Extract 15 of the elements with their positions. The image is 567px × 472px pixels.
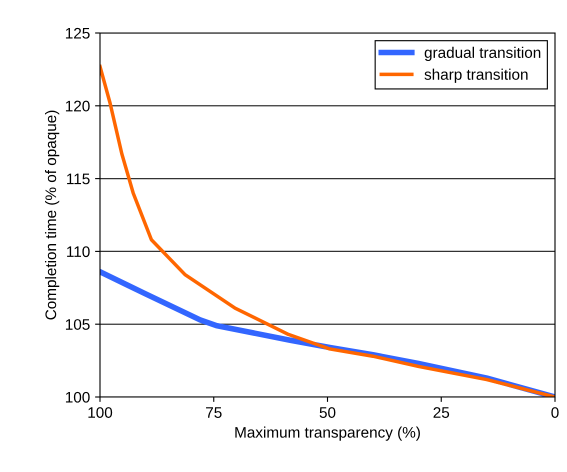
x-tick-label: 100: [88, 407, 112, 418]
y-axis-title: Completion time (% of opaque): [44, 110, 60, 320]
legend-label: sharp transition: [424, 68, 528, 83]
x-tick-label: 75: [206, 407, 222, 418]
x-tick-label: 0: [551, 407, 559, 418]
x-axis-title: Maximum transparency (%): [235, 426, 420, 441]
y-tick-label: 115: [67, 174, 90, 184]
legend-label: gradual transition: [424, 46, 540, 61]
y-tick-label: 100: [66, 392, 90, 403]
x-tick-label: 25: [434, 407, 450, 418]
x-tick-label: 50: [320, 407, 336, 418]
y-tick-label: 110: [67, 246, 90, 258]
y-tick-label: 105: [66, 319, 90, 330]
y-tick-label: 125: [66, 28, 90, 39]
y-tick-label: 120: [66, 100, 90, 112]
